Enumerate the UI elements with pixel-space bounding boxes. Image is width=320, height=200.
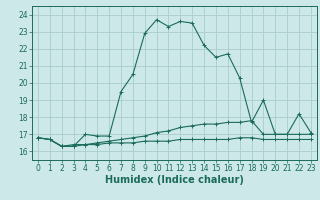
X-axis label: Humidex (Indice chaleur): Humidex (Indice chaleur) <box>105 175 244 185</box>
